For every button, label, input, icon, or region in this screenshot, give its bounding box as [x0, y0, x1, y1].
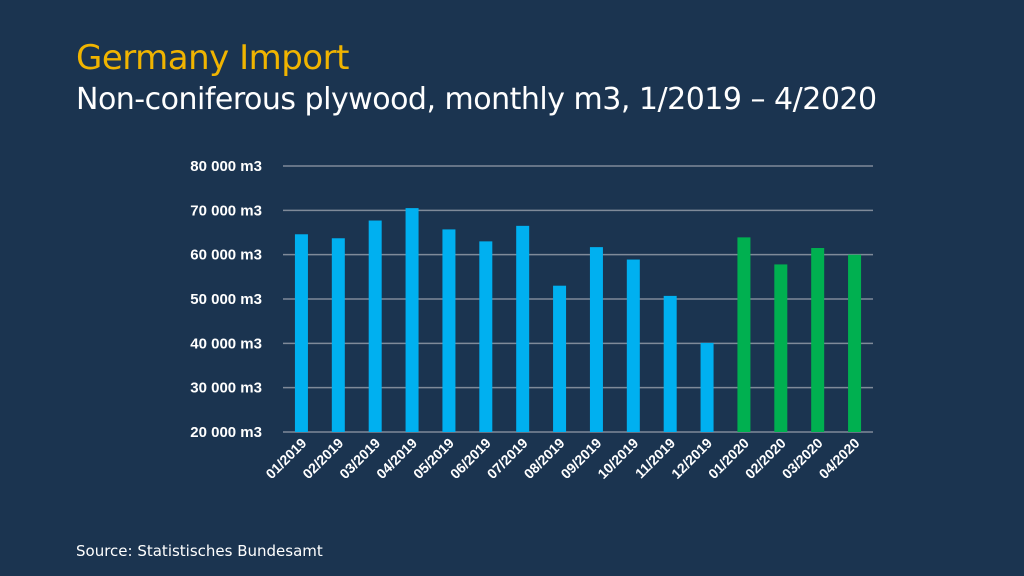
bar [811, 248, 825, 432]
bar [589, 247, 603, 432]
x-tick-label: 10/2019 [594, 435, 641, 482]
y-tick-label: 40 000 m3 [190, 335, 262, 352]
bar [737, 237, 751, 432]
bar [626, 259, 640, 432]
bar [442, 229, 456, 432]
bar [294, 234, 308, 432]
bar [331, 238, 345, 432]
bar [774, 264, 788, 432]
bar [405, 208, 419, 432]
bar [848, 254, 862, 432]
y-tick-label: 20 000 m3 [190, 424, 262, 441]
bar [553, 285, 567, 432]
bar [663, 295, 677, 432]
y-tick-label: 70 000 m3 [190, 202, 262, 219]
bar [368, 220, 382, 432]
y-tick-label: 80 000 m3 [190, 158, 262, 175]
y-tick-label: 30 000 m3 [190, 380, 262, 397]
chart-subtitle: Non-coniferous plywood, monthly m3, 1/20… [76, 82, 877, 117]
y-tick-label: 60 000 m3 [190, 247, 262, 264]
bar [479, 241, 493, 432]
bar [516, 225, 530, 432]
y-tick-label: 50 000 m3 [190, 291, 262, 308]
chart-title: Germany Import [76, 38, 349, 78]
x-tick-label: 04/2020 [816, 435, 863, 482]
bar [700, 342, 714, 432]
source-note: Source: Statistisches Bundesamt [76, 542, 323, 560]
